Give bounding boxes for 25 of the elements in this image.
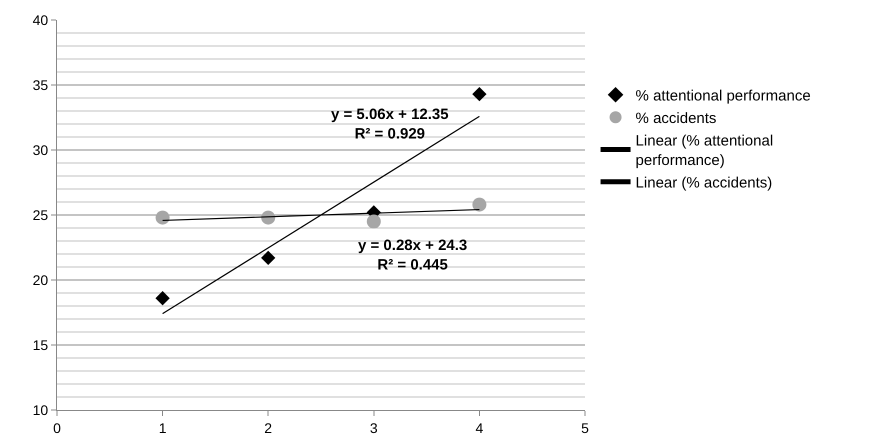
- y-tick-label: 30: [32, 142, 48, 158]
- annotation: y = 0.28x + 24.3 R² = 0.445: [358, 237, 468, 274]
- x-tick-label: 0: [53, 420, 62, 436]
- point: [156, 210, 170, 225]
- legend-label: Linear (% attentional performance): [636, 132, 774, 170]
- x-tick-label: 3: [370, 420, 378, 436]
- y-tick-label: 25: [32, 206, 48, 223]
- y-tick-label: 15: [32, 336, 48, 353]
- x-tick-label: 5: [581, 420, 590, 436]
- y-tick-label: 10: [32, 402, 48, 418]
- point: [155, 291, 170, 306]
- legend-label: Linear (% accidents): [636, 174, 772, 192]
- y-tick-label: 35: [32, 76, 48, 93]
- point: [472, 198, 486, 212]
- legend-label: % accidents: [636, 110, 716, 128]
- legend-label: % attentional performance: [636, 88, 811, 105]
- x-tick-label: 2: [264, 420, 272, 436]
- point: [472, 86, 487, 102]
- y-tick-label: 20: [32, 272, 48, 288]
- y-tick-label: 40: [32, 12, 48, 28]
- x-tick-label: 1: [158, 420, 167, 436]
- point: [366, 214, 381, 228]
- point: [261, 250, 276, 266]
- x-tick-label: 4: [476, 420, 484, 436]
- annotation: y = 5.06x + 12.35 R² = 0.929: [331, 106, 449, 142]
